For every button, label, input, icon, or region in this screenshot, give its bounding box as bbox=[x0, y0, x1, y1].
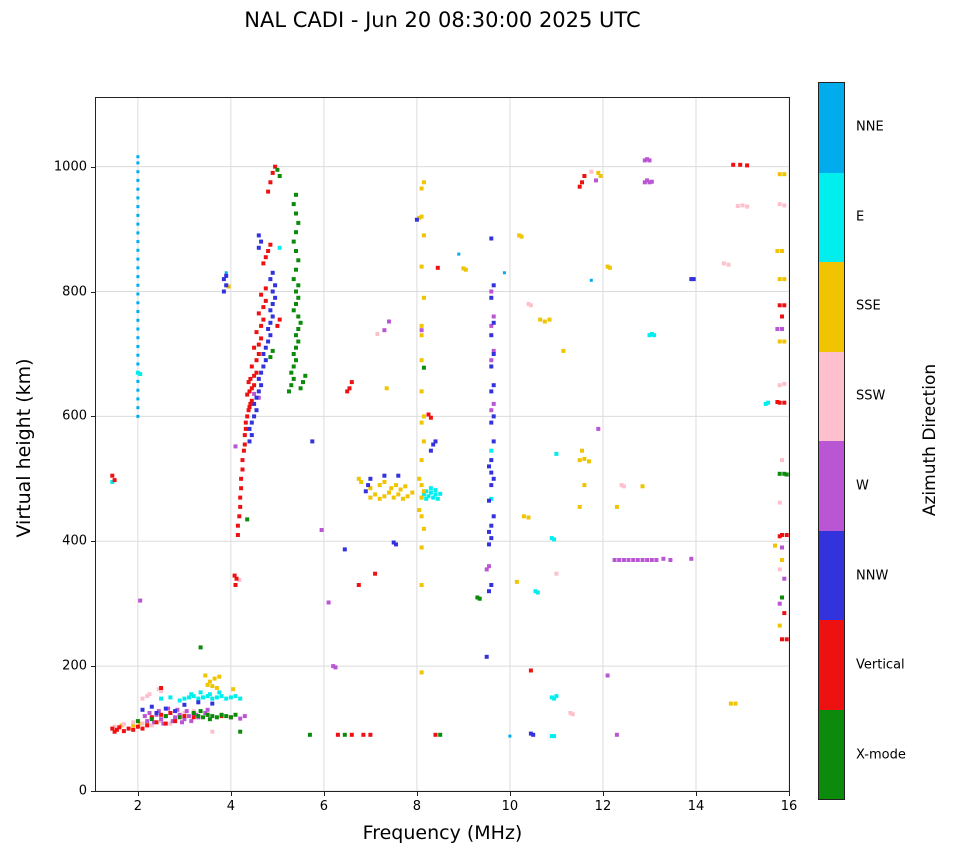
series-w bbox=[138, 157, 787, 737]
x-tick-label: 6 bbox=[319, 799, 329, 814]
colorbar-segment-e bbox=[819, 172, 844, 262]
colorbar-label-x-mode: X-mode bbox=[856, 747, 906, 763]
x-axis-label: Frequency (MHz) bbox=[362, 822, 523, 844]
colorbar-label-nne: NNE bbox=[856, 119, 884, 135]
series-x-mode bbox=[135, 167, 789, 737]
x-tick-label: 12 bbox=[594, 799, 612, 814]
colorbar-segment-nnw bbox=[819, 530, 844, 620]
x-tick-label: 16 bbox=[780, 799, 798, 814]
y-tick-label: 400 bbox=[62, 533, 87, 549]
colorbar-segment-w bbox=[819, 441, 844, 531]
x-tick-label: 8 bbox=[412, 799, 422, 814]
colorbar-label-sse: SSE bbox=[856, 298, 881, 314]
colorbar-label-ssw: SSW bbox=[856, 388, 886, 404]
y-tick-mark bbox=[91, 791, 95, 792]
x-tick-mark bbox=[137, 792, 139, 796]
x-tick-mark bbox=[416, 792, 418, 796]
y-axis-label: Virtual height (km) bbox=[13, 358, 35, 538]
series-nnw bbox=[140, 217, 696, 737]
x-tick-mark bbox=[509, 792, 511, 796]
colorbar-label-nnw: NNW bbox=[856, 568, 889, 584]
y-tick-label: 1000 bbox=[53, 159, 87, 175]
x-tick-mark bbox=[695, 792, 697, 796]
y-tick-mark bbox=[91, 291, 95, 293]
y-tick-label: 0 bbox=[78, 783, 87, 799]
colorbar-segment-ssw bbox=[819, 351, 844, 441]
series-nne bbox=[136, 155, 593, 738]
series-sse bbox=[119, 170, 787, 728]
y-tick-mark bbox=[91, 416, 95, 418]
x-tick-mark bbox=[323, 792, 325, 796]
x-tick-label: 4 bbox=[226, 799, 236, 814]
plot-title: NAL CADI - Jun 20 08:30:00 2025 UTC bbox=[244, 8, 641, 32]
colorbar-label-vertical: Vertical bbox=[856, 657, 905, 673]
series-ssw bbox=[112, 169, 787, 734]
y-tick-label: 600 bbox=[62, 408, 87, 424]
x-tick-label: 10 bbox=[501, 799, 519, 814]
x-tick-mark bbox=[789, 792, 790, 796]
x-tick-mark bbox=[602, 792, 604, 796]
series-e bbox=[110, 245, 771, 739]
colorbar-label-e: E bbox=[856, 209, 865, 225]
y-tick-mark bbox=[91, 541, 95, 543]
x-tick-label: 14 bbox=[687, 799, 705, 814]
y-tick-label: 800 bbox=[62, 284, 87, 300]
series-vertical bbox=[110, 162, 789, 737]
colorbar-title: Azimuth Direction bbox=[920, 363, 940, 517]
x-tick-label: 2 bbox=[133, 799, 142, 814]
colorbar bbox=[818, 82, 845, 800]
colorbar-segment-vertical bbox=[819, 620, 844, 710]
scatter-canvas bbox=[96, 98, 789, 791]
colorbar-segment-nne bbox=[819, 83, 844, 173]
y-tick-mark bbox=[91, 666, 95, 668]
colorbar-segment-x-mode bbox=[819, 709, 844, 799]
x-tick-mark bbox=[230, 792, 232, 796]
y-tick-mark bbox=[91, 166, 95, 168]
plot-area bbox=[95, 97, 790, 792]
colorbar-segment-sse bbox=[819, 262, 844, 352]
colorbar-label-w: W bbox=[856, 478, 869, 494]
y-tick-label: 200 bbox=[62, 658, 87, 674]
